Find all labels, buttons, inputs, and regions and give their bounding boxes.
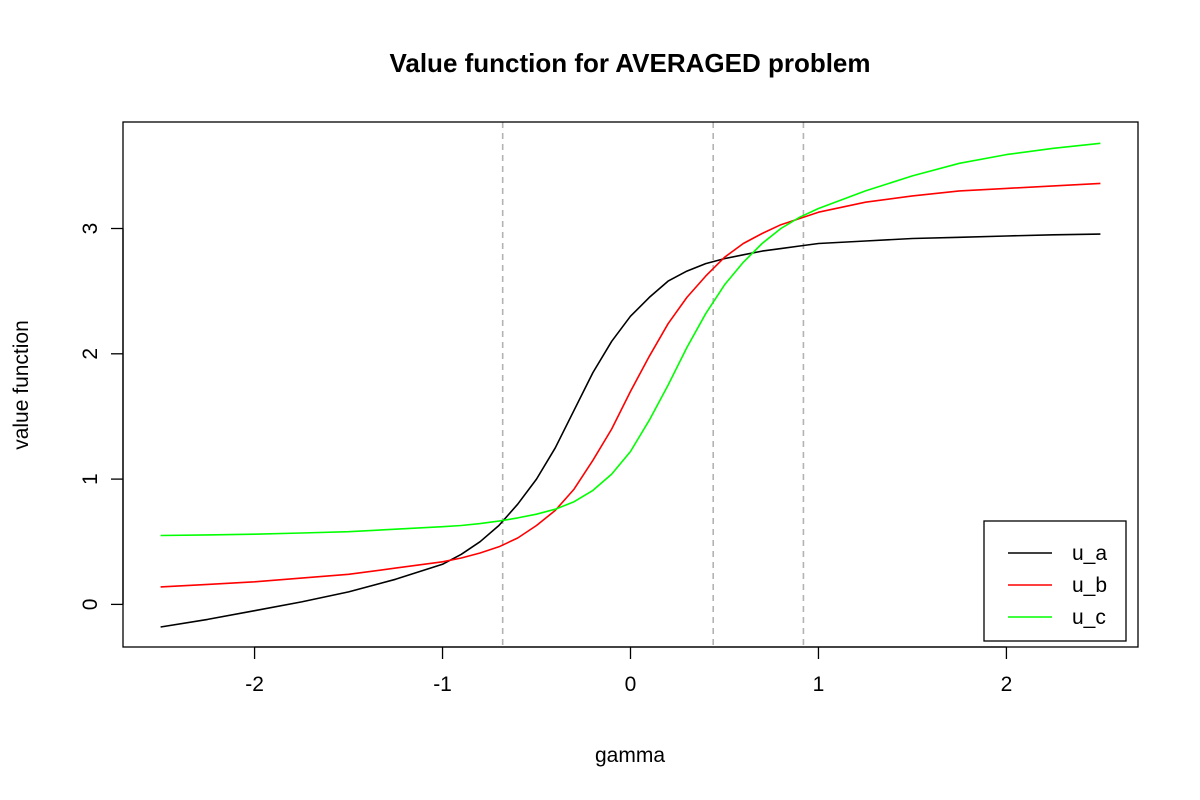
legend: u_a u_b u_c [983, 520, 1127, 642]
legend-label-u-b: u_b [1072, 574, 1107, 597]
x-tick-label: -1 [433, 673, 452, 696]
series-line-u-c [160, 142, 1101, 537]
y-tick-label: 0 [79, 599, 102, 611]
reference-lines [501, 122, 805, 647]
y-axis-label: value function [10, 320, 33, 450]
series-line-u-b [160, 182, 1101, 588]
x-axis: -2 -1 0 1 2 [245, 646, 1013, 696]
series-lines [160, 142, 1101, 628]
y-axis: 0 1 2 3 [79, 223, 124, 611]
legend-label-u-c: u_c [1072, 606, 1106, 629]
x-axis-label: gamma [595, 744, 665, 767]
y-tick-label: 1 [79, 473, 102, 485]
y-tick-label: 3 [79, 223, 102, 235]
chart-title: Value function for AVERAGED problem [389, 48, 870, 78]
x-tick-label: 2 [1001, 673, 1013, 696]
legend-box [983, 520, 1127, 642]
x-tick-label: -2 [245, 673, 264, 696]
y-tick-label: 2 [79, 348, 102, 360]
x-tick-label: 0 [625, 673, 637, 696]
x-tick-label: 1 [813, 673, 825, 696]
series-line-u-a [160, 233, 1101, 628]
legend-label-u-a: u_a [1072, 542, 1107, 565]
